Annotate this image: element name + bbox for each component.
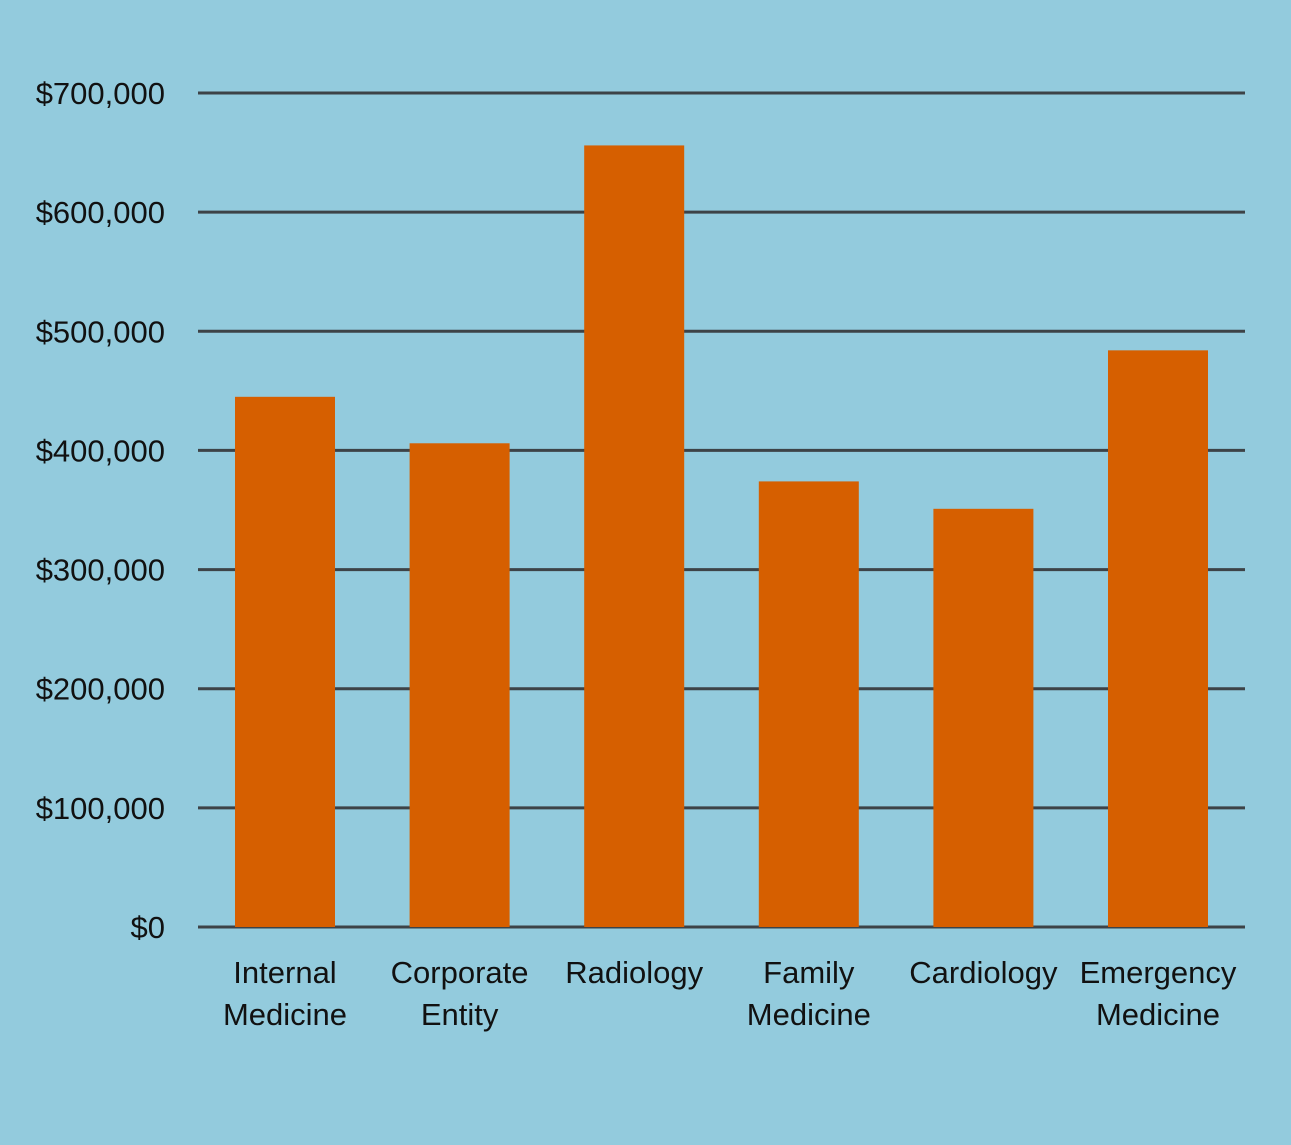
- x-category-label-line: Medicine: [1096, 997, 1220, 1032]
- gridlines: [198, 91, 1245, 929]
- bar: [584, 145, 685, 927]
- y-tick-label: $400,000: [36, 433, 165, 468]
- y-tick-label: $0: [131, 910, 165, 945]
- x-category-label-line: Emergency: [1080, 955, 1237, 990]
- bars: [235, 145, 1208, 927]
- x-category-label: Internal Medicine: [223, 955, 347, 1032]
- bar: [933, 508, 1034, 927]
- x-category-label-line: Entity: [421, 997, 499, 1032]
- x-category-label-line: Internal: [233, 955, 336, 990]
- x-category-label-line: Medicine: [747, 997, 871, 1032]
- y-tick-label: $500,000: [36, 314, 165, 349]
- bar: [235, 396, 335, 927]
- x-category-label: Family Medicine: [747, 955, 871, 1032]
- x-category-label: Emergency Medicine: [1080, 955, 1237, 1032]
- bar: [758, 481, 859, 927]
- x-category-label: Cardiology: [909, 955, 1058, 990]
- x-category-label-line: Cardiology: [909, 955, 1058, 990]
- bar: [1108, 350, 1208, 927]
- x-category-label-line: Family: [763, 955, 855, 990]
- x-category-label: Radiology: [565, 955, 703, 990]
- x-category-label-line: Corporate: [391, 955, 529, 990]
- y-tick-label: $700,000: [36, 76, 165, 111]
- y-tick-label: $100,000: [36, 791, 165, 826]
- y-tick-label: $600,000: [36, 195, 165, 230]
- x-category-label-line: Radiology: [565, 955, 703, 990]
- y-tick-label: $300,000: [36, 553, 165, 588]
- x-axis-category-labels: Internal Medicine Corporate Entity Radiology…: [223, 955, 1237, 1032]
- y-tick-label: $200,000: [36, 672, 165, 707]
- x-category-label: Corporate Entity: [391, 955, 529, 1032]
- x-category-label-line: Medicine: [223, 997, 347, 1032]
- y-axis-tick-labels: $0 $100,000 $200,000 $300,000 $400,000 $500,0…: [36, 76, 165, 945]
- bar: [409, 443, 510, 927]
